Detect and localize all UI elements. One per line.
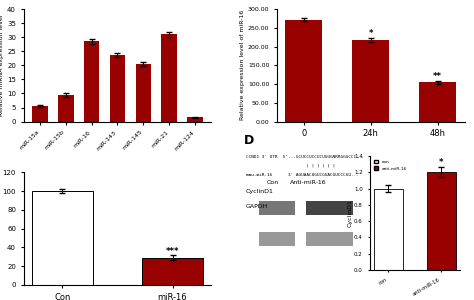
Text: Con: Con	[266, 181, 279, 185]
Bar	[285, 20, 322, 122]
Y-axis label: Relative miRNA expression level: Relative miRNA expression level	[0, 15, 4, 116]
Bar	[162, 34, 177, 122]
Bar	[187, 117, 203, 122]
Bar	[259, 232, 295, 246]
Bar	[259, 201, 295, 215]
Bar	[110, 56, 125, 122]
Bar	[352, 40, 389, 122]
Bar	[142, 258, 203, 285]
Y-axis label: Relative expression level of miR-16: Relative expression level of miR-16	[240, 10, 245, 121]
Bar	[84, 41, 100, 122]
Bar	[306, 232, 353, 246]
Text: ***: ***	[166, 247, 179, 256]
Text: Anti-miR-16: Anti-miR-16	[290, 181, 327, 185]
Legend: con, anti-miR-16: con, anti-miR-16	[372, 158, 409, 172]
Text: GAPDH: GAPDH	[246, 205, 268, 209]
Bar	[306, 201, 353, 215]
Bar	[374, 189, 403, 270]
Bar	[419, 82, 456, 122]
Text: *: *	[439, 158, 443, 167]
Text: | | | | | |: | | | | | |	[246, 164, 335, 167]
Bar	[58, 95, 73, 122]
Text: B: B	[230, 0, 239, 3]
Text: D: D	[244, 134, 255, 147]
Text: CCND1 3' UTR  5'...GCUCCUCCUCUGUGNRRGGGCCC...: CCND1 3' UTR 5'...GCUCCUCCUCUGUGNRRGGGCC…	[246, 154, 364, 158]
Text: mmu-miR-16      3' AGUAACUGUCGUACGUCCCGU...: mmu-miR-16 3' AGUAACUGUCGUACGUCCCGU...	[246, 172, 358, 176]
Bar	[32, 191, 93, 285]
Y-axis label: CyclinD1: CyclinD1	[347, 199, 353, 227]
Text: CyclinD1: CyclinD1	[246, 190, 273, 194]
Bar	[32, 106, 48, 122]
Bar	[136, 64, 151, 122]
Text: **: **	[433, 72, 442, 81]
Text: *: *	[368, 29, 373, 38]
Bar	[427, 172, 456, 270]
